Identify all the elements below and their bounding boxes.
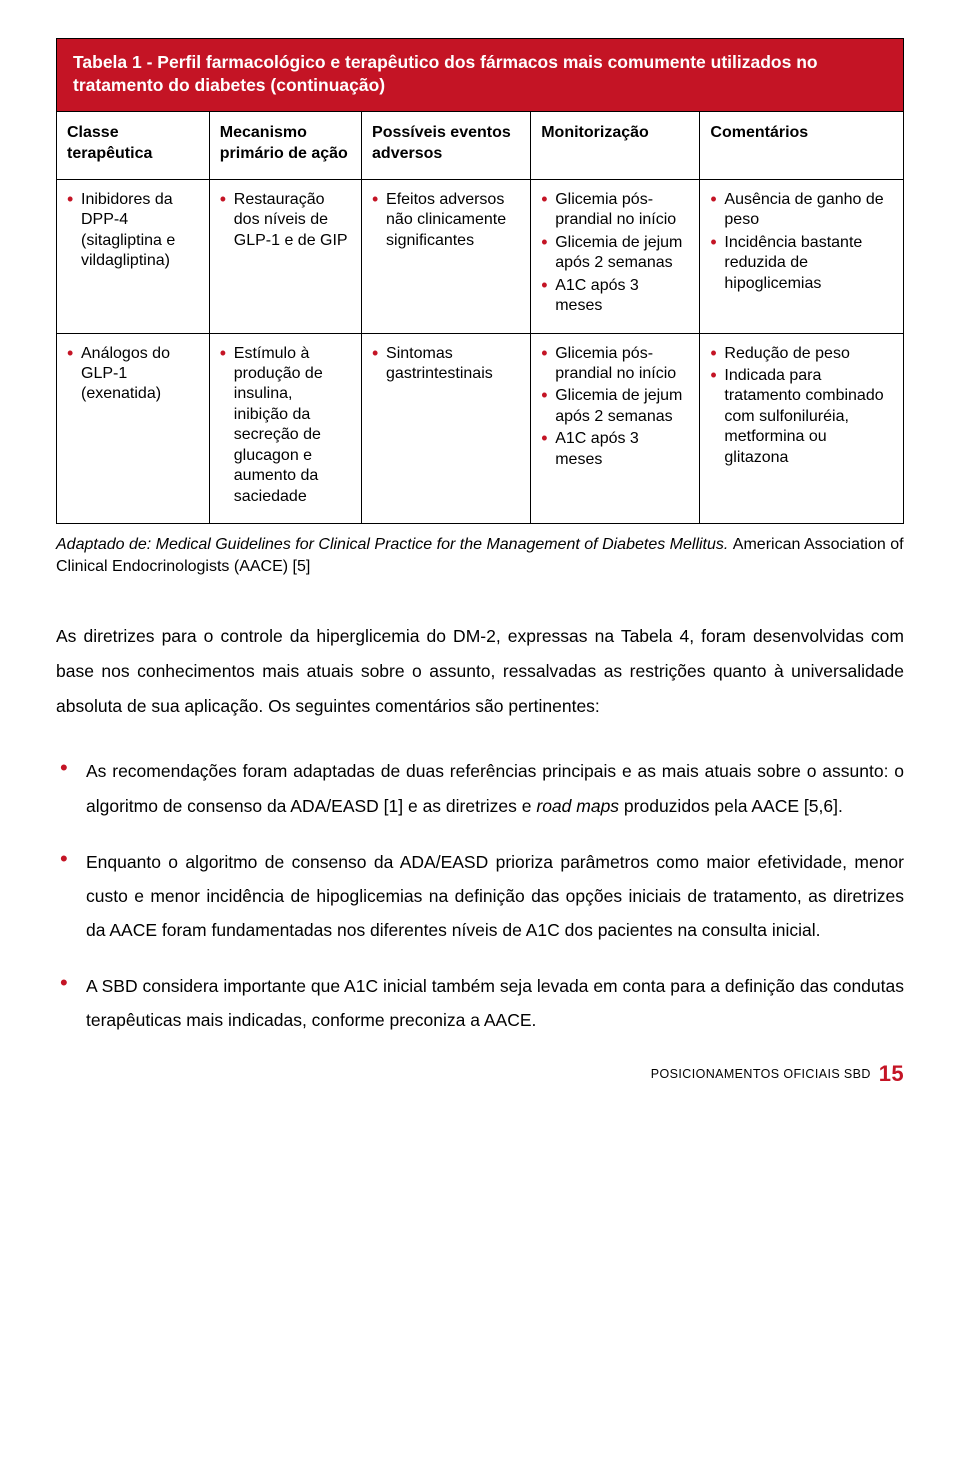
col-header: Possíveis eventos adversos <box>362 112 531 180</box>
body-bullet: A SBD considera importante que A1C inici… <box>56 969 904 1037</box>
caption-italic: Adaptado de: Medical Guidelines for Clin… <box>56 536 733 553</box>
cell-item: Sintomas gastrintestinais <box>372 344 520 385</box>
cell-coment: Redução de peso Indicada para tratamento… <box>700 333 903 523</box>
table-row: Análogos do GLP-1 (exenatida) Estímulo à… <box>57 333 903 523</box>
body-bullet-list: As recomendações foram adaptadas de duas… <box>56 754 904 1037</box>
bullet-text-post: produzidos pela AACE [5,6]. <box>619 796 843 816</box>
cell-mecanismo: Estímulo à produção de insulina, inibiçã… <box>209 333 361 523</box>
table-container: Tabela 1 - Perfil farmacológico e terapê… <box>56 38 904 524</box>
col-header: Monitorização <box>531 112 700 180</box>
bullet-text-pre: A SBD considera importante que A1C inici… <box>86 976 904 1030</box>
col-header: Mecanismo primário de ação <box>209 112 361 180</box>
cell-eventos: Efeitos adversos não clinicamente signif… <box>362 179 531 333</box>
cell-classe: Inibidores da DPP-4 (sitagliptina e vild… <box>57 179 209 333</box>
table-row: Inibidores da DPP-4 (sitagliptina e vild… <box>57 179 903 333</box>
cell-item: Glicemia de jejum após 2 semanas <box>541 233 689 274</box>
cell-item: A1C após 3 meses <box>541 276 689 317</box>
table-header-row: Classe terapêutica Mecanismo primário de… <box>57 112 903 180</box>
body-bullet: As recomendações foram adaptadas de duas… <box>56 754 904 822</box>
footer-page-number: 15 <box>879 1061 904 1086</box>
cell-item: Glicemia pós-prandial no início <box>541 190 689 231</box>
cell-item: Indicada para tratamento combinado com s… <box>710 366 893 468</box>
cell-item: A1C após 3 meses <box>541 429 689 470</box>
cell-item: Glicemia de jejum após 2 semanas <box>541 386 689 427</box>
table-caption: Adaptado de: Medical Guidelines for Clin… <box>56 534 904 577</box>
bullet-text-pre: Enquanto o algoritmo de consenso da ADA/… <box>86 852 904 940</box>
cell-monitor: Glicemia pós-prandial no início Glicemia… <box>531 179 700 333</box>
cell-item: Estímulo à produção de insulina, inibiçã… <box>220 344 351 508</box>
cell-eventos: Sintomas gastrintestinais <box>362 333 531 523</box>
pharmacology-table: Classe terapêutica Mecanismo primário de… <box>57 112 903 524</box>
footer-label: POSICIONAMENTOS OFICIAIS SBD <box>651 1067 871 1081</box>
table-title: Tabela 1 - Perfil farmacológico e terapê… <box>57 39 903 112</box>
cell-classe: Análogos do GLP-1 (exenatida) <box>57 333 209 523</box>
col-header: Classe terapêutica <box>57 112 209 180</box>
cell-item: Incidência bastante reduzida de hipoglic… <box>710 233 893 294</box>
col-header: Comentários <box>700 112 903 180</box>
page-footer: POSICIONAMENTOS OFICIAIS SBD 15 <box>56 1059 904 1089</box>
cell-item: Inibidores da DPP-4 (sitagliptina e vild… <box>67 190 199 272</box>
bullet-text-italic: road maps <box>536 796 619 816</box>
cell-item: Efeitos adversos não clinicamente signif… <box>372 190 520 251</box>
body-paragraph: As diretrizes para o controle da hipergl… <box>56 619 904 724</box>
cell-coment: Ausência de ganho de peso Incidência bas… <box>700 179 903 333</box>
body-bullet: Enquanto o algoritmo de consenso da ADA/… <box>56 845 904 947</box>
cell-item: Glicemia pós-prandial no início <box>541 344 689 385</box>
cell-item: Análogos do GLP-1 (exenatida) <box>67 344 199 405</box>
cell-monitor: Glicemia pós-prandial no início Glicemia… <box>531 333 700 523</box>
body-paragraph-container: As diretrizes para o controle da hipergl… <box>56 619 904 724</box>
cell-mecanismo: Restauração dos níveis de GLP-1 e de GIP <box>209 179 361 333</box>
cell-item: Restauração dos níveis de GLP-1 e de GIP <box>220 190 351 251</box>
cell-item: Redução de peso <box>710 344 893 364</box>
cell-item: Ausência de ganho de peso <box>710 190 893 231</box>
